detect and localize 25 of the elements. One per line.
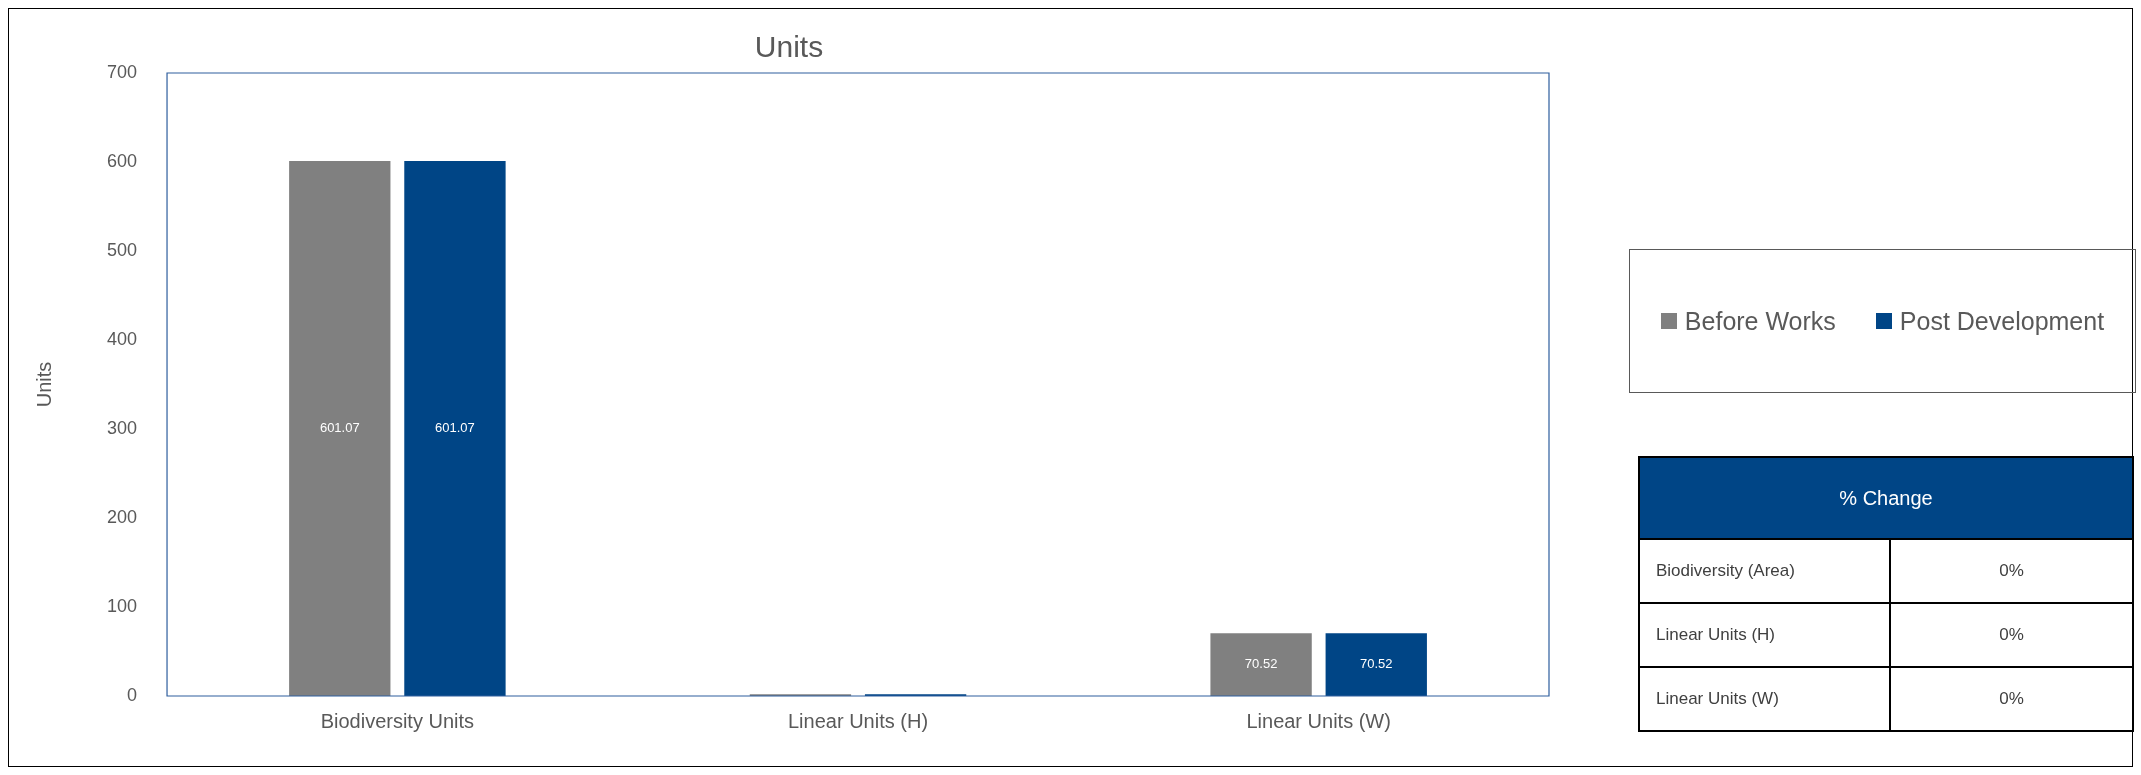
category-label: Linear Units (H) [1639,603,1890,667]
text: 0% [1999,689,2024,708]
y-tick-label: 700 [106,61,138,82]
chart-title: Units [754,30,824,64]
y-tick-label: 500 [106,239,138,260]
x-tick-label: Linear Units (W) [1246,709,1391,732]
data-label: 601.07 [435,420,475,436]
y-tick-label: 300 [106,417,138,438]
y-tick-label: 0 [127,684,138,705]
x-tick-label: Linear Units (H) [787,709,929,732]
y-tick-label: 600 [106,150,138,171]
y-tick-label: 200 [106,506,138,527]
text: 0% [1999,561,2024,580]
x-tick-label: Biodiversity Units [320,709,475,732]
y-tick-label: 400 [106,328,138,349]
legend-label: Before Works [1684,306,1836,336]
data-label: 70.52 [1244,656,1278,672]
y-axis-title: Units [32,361,55,408]
text: % Change [1639,457,2133,539]
category-label: Biodiversity (Area) [1639,539,1890,603]
legend-label: Post Development [1899,306,2105,336]
data-label: 601.07 [319,420,360,436]
text: 0% [1999,625,2024,644]
data-label: 70.52 [1359,656,1393,672]
y-tick-label: 100 [106,595,138,616]
